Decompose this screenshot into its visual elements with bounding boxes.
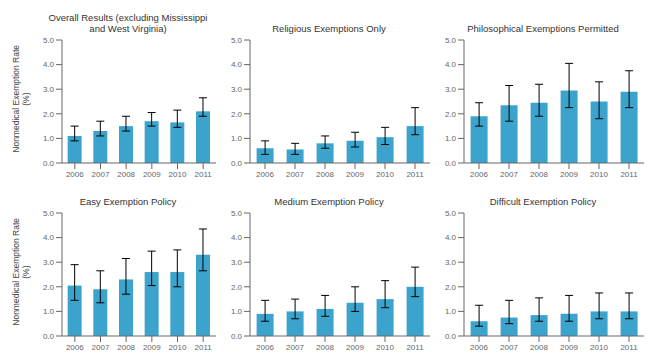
svg-text:2010: 2010 <box>169 170 187 179</box>
svg-text:4.0: 4.0 <box>445 60 457 69</box>
svg-text:2006: 2006 <box>470 170 488 179</box>
svg-text:2010: 2010 <box>376 170 394 179</box>
svg-text:2009: 2009 <box>560 343 578 352</box>
svg-text:4.0: 4.0 <box>445 233 457 242</box>
svg-text:1.0: 1.0 <box>445 134 457 143</box>
svg-text:2007: 2007 <box>92 343 110 352</box>
svg-text:2011: 2011 <box>195 170 213 179</box>
svg-text:2009: 2009 <box>143 343 161 352</box>
svg-text:0.0: 0.0 <box>445 159 457 168</box>
svg-text:5.0: 5.0 <box>43 209 55 218</box>
svg-text:3.0: 3.0 <box>231 258 243 267</box>
svg-text:2007: 2007 <box>500 170 518 179</box>
svg-text:2009: 2009 <box>346 170 364 179</box>
svg-text:2006: 2006 <box>470 343 488 352</box>
svg-text:0.0: 0.0 <box>231 332 243 341</box>
svg-text:2.0: 2.0 <box>445 110 457 119</box>
svg-text:2.0: 2.0 <box>231 283 243 292</box>
svg-text:2009: 2009 <box>143 170 161 179</box>
svg-text:3.0: 3.0 <box>445 85 457 94</box>
svg-text:2008: 2008 <box>316 343 334 352</box>
svg-text:2006: 2006 <box>256 170 274 179</box>
html-text:Medium Exemption Policy: Medium Exemption Policy <box>274 196 384 207</box>
svg-text:5.0: 5.0 <box>43 36 55 45</box>
svg-text:0.0: 0.0 <box>231 159 243 168</box>
svg-text:2009: 2009 <box>560 170 578 179</box>
svg-text:2008: 2008 <box>316 170 334 179</box>
svg-text:2006: 2006 <box>66 170 84 179</box>
svg-text:2007: 2007 <box>500 343 518 352</box>
svg-text:4.0: 4.0 <box>43 233 55 242</box>
svg-text:3.0: 3.0 <box>445 258 457 267</box>
svg-text:5.0: 5.0 <box>231 209 243 218</box>
svg-text:2007: 2007 <box>92 170 110 179</box>
svg-text:2011: 2011 <box>406 170 424 179</box>
svg-text:2.0: 2.0 <box>43 283 55 292</box>
html-text:and West Virginia): and West Virginia) <box>89 23 167 34</box>
html-text:Religious Exemptions Only: Religious Exemptions Only <box>272 23 386 34</box>
svg-text:2008: 2008 <box>530 343 548 352</box>
svg-text:2010: 2010 <box>590 170 608 179</box>
svg-text:2010: 2010 <box>376 343 394 352</box>
svg-text:2011: 2011 <box>620 343 638 352</box>
svg-text:1.0: 1.0 <box>445 307 457 316</box>
svg-text:2010: 2010 <box>590 343 608 352</box>
svg-text:1.0: 1.0 <box>43 307 55 316</box>
svg-text:4.0: 4.0 <box>231 60 243 69</box>
svg-text:5.0: 5.0 <box>445 36 457 45</box>
svg-text:4.0: 4.0 <box>231 233 243 242</box>
svg-text:3.0: 3.0 <box>231 85 243 94</box>
svg-text:3.0: 3.0 <box>43 85 55 94</box>
svg-text:2011: 2011 <box>195 343 213 352</box>
svg-text:2.0: 2.0 <box>445 283 457 292</box>
svg-text:2.0: 2.0 <box>231 110 243 119</box>
svg-text:2006: 2006 <box>66 343 84 352</box>
html-text:Overall Results (excluding Mis: Overall Results (excluding Mississippi <box>48 12 208 23</box>
svg-text:2010: 2010 <box>169 343 187 352</box>
svg-text:1.0: 1.0 <box>43 134 55 143</box>
svg-text:2006: 2006 <box>256 343 274 352</box>
svg-text:2011: 2011 <box>406 343 424 352</box>
svg-text:3.0: 3.0 <box>43 258 55 267</box>
svg-text:2009: 2009 <box>346 343 364 352</box>
svg-text:2007: 2007 <box>286 170 304 179</box>
html-text:Easy Exemption Policy: Easy Exemption Policy <box>79 196 177 207</box>
svg-text:1.0: 1.0 <box>231 307 243 316</box>
svg-text:4.0: 4.0 <box>43 60 55 69</box>
html-text:Difficult Exemption Policy: Difficult Exemption Policy <box>489 196 597 207</box>
svg-text:1.0: 1.0 <box>231 134 243 143</box>
svg-text:0.0: 0.0 <box>43 159 55 168</box>
svg-text:2008: 2008 <box>530 170 548 179</box>
svg-text:2011: 2011 <box>620 170 638 179</box>
svg-text:2008: 2008 <box>117 343 135 352</box>
svg-text:5.0: 5.0 <box>445 209 457 218</box>
html-text:Nonmedical Exemption Rate: Nonmedical Exemption Rate <box>11 44 21 153</box>
html-text:Nonmedical Exemption Rate: Nonmedical Exemption Rate <box>11 217 21 326</box>
svg-text:0.0: 0.0 <box>43 332 55 341</box>
svg-text:2007: 2007 <box>286 343 304 352</box>
html-text:Philosophical Exemptions Permi: Philosophical Exemptions Permitted <box>467 23 619 34</box>
svg-text:0.0: 0.0 <box>445 332 457 341</box>
svg-text:2008: 2008 <box>117 170 135 179</box>
svg-text:5.0: 5.0 <box>231 36 243 45</box>
svg-text:2.0: 2.0 <box>43 110 55 119</box>
